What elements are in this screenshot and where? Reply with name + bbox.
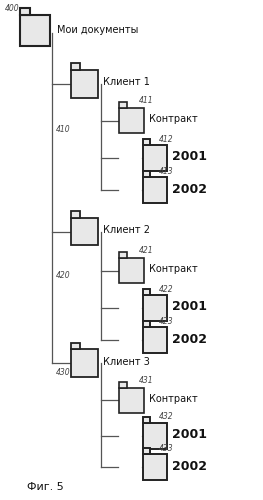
FancyBboxPatch shape (71, 70, 98, 98)
Text: 2001: 2001 (171, 150, 206, 163)
FancyBboxPatch shape (143, 144, 168, 171)
Text: 430: 430 (56, 368, 70, 376)
FancyBboxPatch shape (71, 218, 98, 246)
FancyBboxPatch shape (20, 8, 30, 15)
Text: 431: 431 (139, 376, 153, 384)
FancyBboxPatch shape (143, 327, 168, 353)
FancyBboxPatch shape (71, 343, 80, 349)
Text: Контракт: Контракт (149, 264, 197, 274)
Text: Клиент 3: Клиент 3 (103, 356, 150, 366)
Text: 421: 421 (139, 246, 153, 255)
Text: 400: 400 (5, 4, 19, 14)
Text: Клиент 2: Клиент 2 (103, 225, 150, 235)
FancyBboxPatch shape (20, 15, 50, 46)
FancyBboxPatch shape (143, 416, 150, 422)
Text: 2002: 2002 (171, 332, 206, 345)
Text: 413: 413 (159, 167, 174, 176)
FancyBboxPatch shape (143, 321, 150, 327)
Text: 2002: 2002 (171, 460, 206, 472)
FancyBboxPatch shape (119, 102, 127, 108)
FancyBboxPatch shape (143, 138, 150, 144)
Text: Мои документы: Мои документы (57, 25, 138, 35)
FancyBboxPatch shape (119, 252, 127, 258)
Text: 423: 423 (159, 317, 174, 326)
Text: Фиг. 5: Фиг. 5 (27, 482, 64, 492)
Text: 432: 432 (159, 412, 174, 422)
Text: 410: 410 (56, 126, 70, 134)
FancyBboxPatch shape (119, 388, 144, 412)
FancyBboxPatch shape (143, 289, 150, 295)
FancyBboxPatch shape (143, 295, 168, 320)
Text: Контракт: Контракт (149, 114, 197, 124)
FancyBboxPatch shape (143, 454, 168, 480)
Text: 2002: 2002 (171, 182, 206, 196)
Text: Клиент 1: Клиент 1 (103, 78, 150, 88)
FancyBboxPatch shape (119, 258, 144, 283)
Text: 2001: 2001 (171, 300, 206, 314)
FancyBboxPatch shape (71, 350, 98, 377)
FancyBboxPatch shape (143, 171, 150, 177)
FancyBboxPatch shape (71, 64, 80, 70)
Text: 411: 411 (139, 96, 153, 105)
Text: Контракт: Контракт (149, 394, 197, 404)
Text: 412: 412 (159, 134, 174, 143)
FancyBboxPatch shape (143, 177, 168, 203)
Text: 422: 422 (159, 284, 174, 294)
Text: 420: 420 (56, 270, 70, 280)
FancyBboxPatch shape (71, 211, 80, 218)
FancyBboxPatch shape (143, 448, 150, 454)
FancyBboxPatch shape (119, 108, 144, 133)
Text: 433: 433 (159, 444, 174, 453)
FancyBboxPatch shape (143, 422, 168, 448)
FancyBboxPatch shape (119, 382, 127, 388)
Text: 2001: 2001 (171, 428, 206, 441)
